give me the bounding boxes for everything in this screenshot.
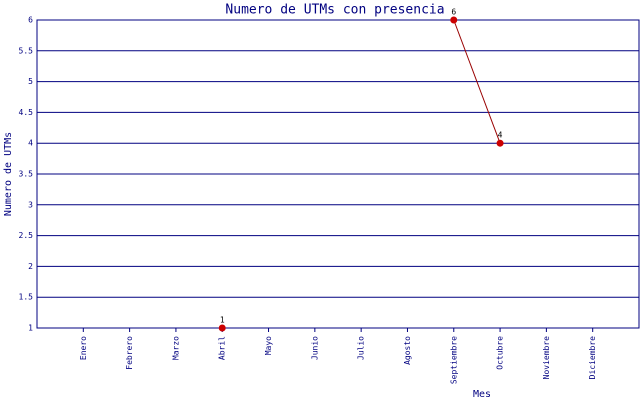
point (450, 16, 458, 24)
x-tick-label: Julio (357, 336, 366, 360)
value-label: 1 (220, 316, 225, 325)
y-tick-label: 4.5 (19, 108, 34, 117)
x-tick-label: Febrero (125, 336, 134, 370)
y-tick-label: 2.5 (19, 231, 34, 240)
y-tick-label: 4 (28, 139, 33, 148)
y-tick-label: 1 (28, 324, 33, 333)
y-tick-label: 3 (28, 200, 33, 209)
point (218, 324, 226, 332)
y-tick-label: 5 (28, 77, 33, 86)
y-tick-label: 2 (28, 262, 33, 271)
point (496, 139, 504, 147)
x-tick-label: Enero (79, 336, 88, 360)
x-tick-label: Abril (218, 336, 227, 360)
value-label: 6 (451, 8, 456, 17)
y-tick-label: 5.5 (19, 46, 34, 55)
value-label: 4 (498, 131, 503, 140)
line (453, 19, 501, 144)
x-tick-label: Marzo (171, 336, 180, 360)
x-tick-label: Octubre (496, 336, 505, 370)
x-tick-label: Diciembre (588, 336, 597, 380)
x-tick-label: Noviembre (542, 336, 551, 380)
x-tick-label: Agosto (403, 336, 412, 365)
y-tick-label: 3.5 (19, 170, 34, 179)
x-axis-label: Mes (473, 389, 491, 400)
x-tick-label: Mayo (264, 336, 273, 355)
y-axis-label: Numero de UTMs (3, 132, 14, 216)
plot-frame (36, 19, 640, 329)
x-tick-label: Septiembre (449, 336, 458, 384)
chart-title: Numero de UTMs con presencia (225, 3, 444, 18)
x-tick-label: Junio (310, 336, 319, 360)
y-tick-label: 6 (28, 16, 33, 25)
y-tick-label: 1.5 (19, 293, 34, 302)
